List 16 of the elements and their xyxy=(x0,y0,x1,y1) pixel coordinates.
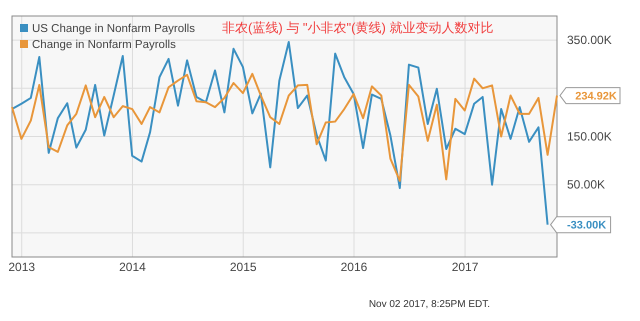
data-label: -33.00K xyxy=(567,220,606,232)
x-tick-label: 2017 xyxy=(452,260,479,274)
x-tick-label: 2013 xyxy=(8,260,36,274)
y-tick-label: 50.00K xyxy=(567,178,606,192)
text: Nov 02 2017, 8:25PM EDT. xyxy=(368,299,490,310)
y-tick-label: 150.00K xyxy=(567,130,612,144)
line-series xyxy=(11,72,558,182)
x-tick-label: 2016 xyxy=(340,260,368,274)
legend-label: US Change in Nonfarm Payrolls xyxy=(32,23,196,35)
x-tick-label: 2015 xyxy=(230,260,257,274)
data-label: 234.92K xyxy=(575,90,617,103)
x-tick-label: 2014 xyxy=(119,260,146,274)
y-tick-label: 350.00K xyxy=(567,33,612,48)
chart-title: 非农(蓝线) 与 "小非农"(黄线) 就业变动人数对比 xyxy=(222,20,494,35)
line-series xyxy=(11,41,549,226)
legend-label: Change in Nonfarm Payrolls xyxy=(32,39,176,51)
